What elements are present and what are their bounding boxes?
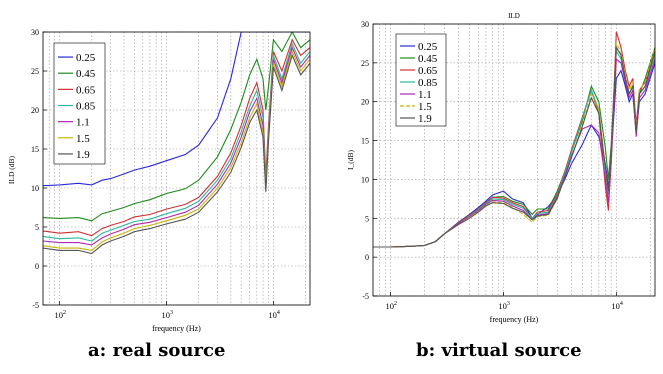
caption-b: b: virtual source [416,340,582,361]
axes-frame [42,31,311,306]
legend-label: 0.25 [76,52,96,64]
y-tick-label: -5 [32,301,39,310]
series-line-1.9 [43,53,310,255]
legend-box [53,42,106,165]
y-tick-label: 20 [361,98,369,107]
legend-label: 1.1 [76,117,90,129]
legend-label: 0.45 [76,68,96,80]
x-tick-label: 103 [161,310,173,320]
series-line-0.65 [43,38,310,237]
y-tick-label: -5 [362,292,369,301]
y-tick-label: 0 [365,253,369,262]
x-tick-label: 102 [55,310,66,320]
legend: 0.25 0.45 0.65 0.85 1.1 1.5 1.9 [53,42,106,165]
y-tick-label: 0 [35,262,39,271]
x-tick-label: 104 [611,301,623,311]
chart-panel-a: -5 0 5 10 15 20 25 30 102 103 104 frequency (Hz) ILD… [7,28,311,333]
legend-label: 1.5 [418,101,432,113]
series-line-1.1 [43,45,310,246]
x-tick-label: 104 [268,310,280,320]
chart-title: ILD [508,12,520,20]
series-group [373,31,655,248]
legend-label: 0.25 [418,41,438,53]
legend-label: 1.9 [418,113,432,125]
y-axis-label: I_(dB) [346,150,355,170]
series-line-1.9 [373,45,655,248]
chart-panel-b: -5 0 5 10 15 20 25 30 102 103 104 frequency (Hz) I_(… [346,12,656,324]
y-tick-label: 10 [361,175,369,184]
y-tick-label: 5 [365,214,369,223]
x-tick-label: 103 [498,301,510,311]
legend: 0.250.450.650.851.11.51.9 [395,33,447,127]
legend-label: 0.85 [76,101,96,113]
x-axis-label: frequency (Hz) [152,324,201,333]
series-line-1.5 [43,49,310,251]
legend-label: 0.85 [418,77,438,89]
legend-label: 0.65 [76,84,96,96]
legend-label: 0.65 [418,65,438,77]
axes-frame [372,23,656,297]
legend-label: 1.9 [76,149,90,161]
legend-label: 0.45 [418,53,438,65]
y-tick-label: 15 [361,137,369,146]
series-line-0.25 [43,32,310,187]
legend-label: 1.1 [418,89,432,101]
y-tick-label: 20 [31,106,39,115]
y-tick-label: 30 [31,28,39,37]
y-tick-label: 10 [31,184,39,193]
y-axis-label: ILD (dB) [7,155,16,184]
series-line-0.45 [43,32,310,222]
series-group [43,32,310,255]
x-axis-label: frequency (Hz) [490,315,539,324]
x-tick-label: 102 [385,301,397,311]
legend-box [395,33,447,127]
y-tick-label: 25 [31,67,39,76]
y-tick-label: 15 [31,145,39,154]
caption-a: a: real source [88,340,226,361]
y-tick-label: 30 [361,20,369,29]
series-line-0.85 [43,42,310,242]
y-tick-label: 25 [361,59,369,68]
y-tick-label: 5 [35,223,39,232]
legend-label: 1.5 [76,133,90,145]
